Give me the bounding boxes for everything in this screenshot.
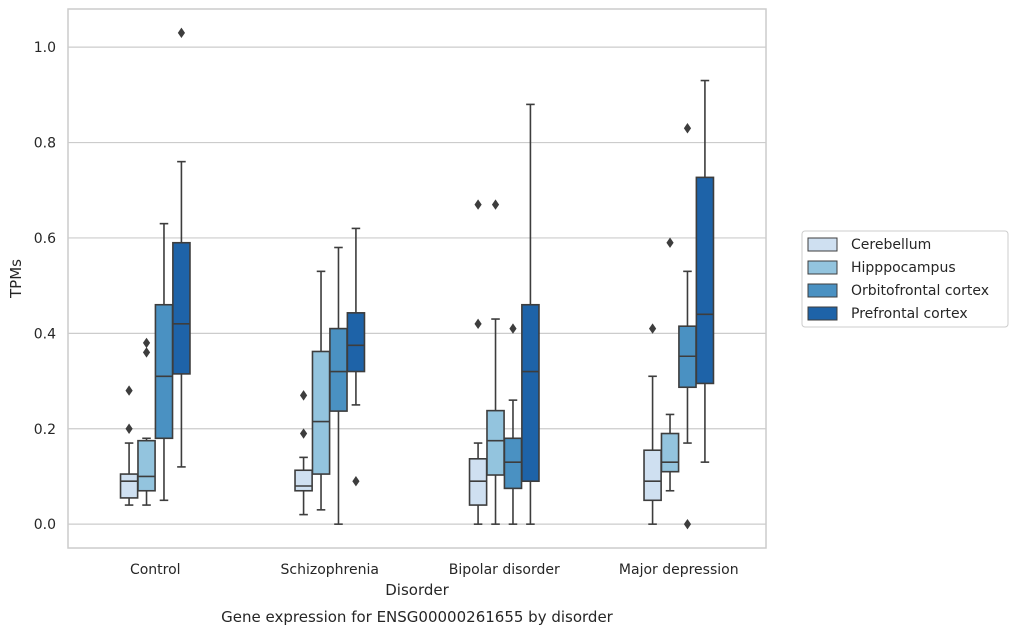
legend-item: Hipppocampus: [807, 260, 956, 276]
outlier-point: [142, 347, 151, 358]
y-tick-label: 0.2: [34, 422, 56, 438]
legend-item: Orbitofrontal cortex: [807, 283, 989, 299]
legend-swatch: [807, 260, 838, 275]
box: [486, 199, 505, 525]
outlier-point: [509, 323, 517, 334]
y-axis-label: TPMs: [7, 259, 25, 299]
outlier-point: [683, 518, 692, 530]
legend-item: Cerebellum: [807, 237, 931, 253]
outlier-point: [299, 390, 308, 401]
box-body: [346, 312, 366, 373]
outlier-point: [491, 199, 500, 210]
plot-area: [119, 27, 715, 530]
box-body: [172, 241, 191, 375]
box-body: [119, 473, 139, 499]
legend: Cerebellum Hipppocampus Orbitofrontal cort…: [801, 230, 1009, 328]
legend-swatch: [807, 283, 838, 298]
plot-frame: [67, 8, 767, 549]
box: [660, 237, 680, 492]
box-body: [643, 449, 662, 502]
box: [137, 337, 156, 506]
outlier-point: [352, 476, 360, 487]
box-body: [154, 303, 174, 440]
y-tick-label: 0.4: [34, 326, 56, 342]
box: [678, 123, 697, 530]
y-tick-label: 0.8: [34, 136, 56, 152]
outlier-point: [177, 27, 186, 39]
x-tick-label: Major depression: [619, 562, 739, 578]
box: [468, 199, 488, 525]
box-body: [521, 303, 540, 483]
box: [695, 79, 715, 463]
box-body: [311, 350, 331, 475]
y-tick-label: 1.0: [34, 40, 56, 56]
box: [119, 385, 139, 506]
outlier-point: [474, 318, 482, 330]
figure-caption: Gene expression for ENSG00000261655 by d…: [221, 608, 614, 626]
box-body: [660, 432, 680, 473]
series-hipppocampus: [137, 199, 680, 525]
x-tick-label: Bipolar disorder: [449, 562, 560, 578]
y-tick-label: 0.6: [34, 231, 56, 247]
outlier-point: [648, 323, 657, 334]
series-orbitofrontal-cortex: [154, 123, 697, 530]
box-body: [486, 409, 505, 476]
box: [154, 222, 174, 502]
legend-swatch: [807, 237, 838, 252]
legend-label: Prefrontal cortex: [851, 306, 968, 322]
legend-frame: [801, 230, 1009, 328]
series-prefrontal-cortex: [172, 27, 715, 525]
box-body: [294, 469, 313, 492]
box: [311, 270, 331, 511]
box-body: [137, 439, 156, 492]
legend-item: Prefrontal cortex: [807, 306, 968, 322]
outlier-point: [683, 123, 692, 134]
outlier-point: [125, 385, 133, 396]
box-body: [695, 176, 715, 385]
y-tick-label: 0.0: [34, 517, 56, 533]
box: [521, 103, 540, 525]
box: [329, 246, 348, 525]
outlier-point: [142, 337, 151, 349]
y-axis-ticks: 0.0 0.2 0.4 0.6 0.8 1.0: [34, 40, 56, 533]
x-axis-ticks: Control Schizophrenia Bipolar disorder Majo…: [130, 562, 739, 578]
legend-swatch: [807, 306, 838, 321]
legend-label: Orbitofrontal cortex: [851, 283, 989, 299]
outlier-point: [474, 199, 482, 210]
box: [172, 27, 191, 468]
x-axis-label: Disorder: [385, 581, 449, 599]
outlier-point: [299, 428, 308, 439]
x-tick-label: Control: [130, 562, 181, 578]
box: [643, 323, 662, 525]
outlier-point: [125, 423, 133, 434]
series-cerebellum: [119, 199, 662, 525]
box: [346, 227, 366, 487]
outlier-point: [666, 237, 674, 248]
box: [503, 323, 523, 525]
box: [294, 390, 313, 516]
box-body: [329, 327, 348, 412]
x-tick-label: Schizophrenia: [281, 562, 379, 578]
legend-label: Cerebellum: [851, 237, 931, 253]
box-body: [503, 437, 523, 490]
legend-label: Hipppocampus: [851, 260, 956, 276]
